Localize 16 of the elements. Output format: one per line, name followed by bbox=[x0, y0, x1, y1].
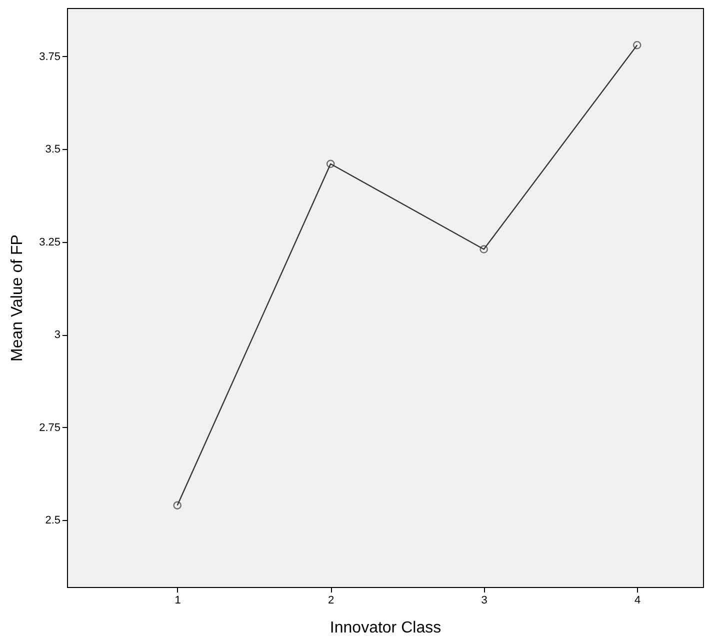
point bbox=[480, 245, 488, 254]
x-tick-label: 1 bbox=[174, 594, 181, 606]
y-tick-label: 3.25 bbox=[39, 236, 60, 248]
y-tick-label: 2.75 bbox=[39, 422, 60, 434]
y-axis-title: Mean Value of FP bbox=[9, 234, 26, 362]
point bbox=[173, 501, 182, 510]
y-tick-label: 3.5 bbox=[45, 144, 60, 156]
x-tick-label: 4 bbox=[634, 594, 641, 606]
x-tick-label: 3 bbox=[481, 594, 488, 606]
y-tick-label: 3.75 bbox=[39, 50, 60, 63]
x-axis-title: Innovator Class bbox=[330, 620, 442, 636]
y-tick-label: 3 bbox=[54, 329, 60, 342]
x-tick-label: 2 bbox=[328, 594, 334, 606]
y-tick-label: 2.5 bbox=[45, 514, 60, 527]
point bbox=[326, 160, 335, 168]
point bbox=[632, 40, 642, 50]
